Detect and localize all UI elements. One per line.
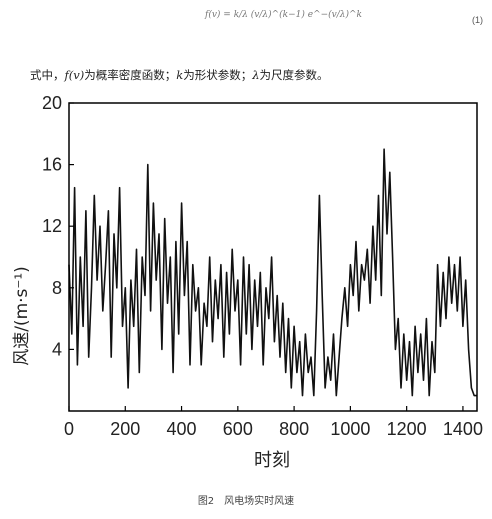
x-tick-label: 0 xyxy=(64,419,74,439)
paragraph-t3: 为尺度参数。 xyxy=(259,68,329,82)
x-tick-label: 1000 xyxy=(330,419,370,439)
formula-lhs: f(v) = xyxy=(205,10,231,20)
equation-number: (1) xyxy=(472,15,483,25)
x-tick-label: 600 xyxy=(223,419,253,439)
figure-caption: 图2 风电场实时风速 xyxy=(197,496,295,507)
y-axis-label: 风速/(m·s⁻¹) xyxy=(12,266,32,366)
x-axis-label: 时刻 xyxy=(254,450,290,471)
formula-rhs: k/λ (v/λ)^(k−1) e^−(v/λ)^k xyxy=(233,10,363,20)
y-tick-label: 4 xyxy=(52,339,62,359)
paragraph-prefix: 式中， xyxy=(30,68,65,82)
symbol-k: k xyxy=(176,68,184,82)
y-tick-label: 8 xyxy=(52,278,62,298)
paragraph-t1: 为概率密度函数； xyxy=(84,68,177,82)
wind-speed-chart: 0 200 400 600 800 1000 1200 1400 4 8 12 16 20 风速/(m·… xyxy=(12,93,483,471)
symbol-fv: f(v) xyxy=(64,68,85,82)
paragraph: 式中，f(v)为概率密度函数；k为形状参数；λ为尺度参数。 xyxy=(30,67,329,83)
y-tick-label: 20 xyxy=(42,93,62,113)
x-tick-label: 1400 xyxy=(443,419,483,439)
wind-speed-series-line xyxy=(68,148,477,397)
formula: f(v) = k/λ (v/λ)^(k−1) e^−(v/λ)^k xyxy=(205,10,362,20)
x-tick-label: 400 xyxy=(167,419,197,439)
x-tick-label: 200 xyxy=(110,419,140,439)
plot-frame xyxy=(68,102,478,412)
symbol-lambda: λ xyxy=(252,68,260,82)
paragraph-t2: 为形状参数； xyxy=(183,68,253,82)
plot-area: 0 200 400 600 800 1000 1200 1400 4 8 12 16 20 xyxy=(42,93,483,439)
y-tick-label: 12 xyxy=(42,216,62,236)
x-tick-label: 1200 xyxy=(387,419,427,439)
x-tick-label: 800 xyxy=(279,419,309,439)
y-tick-label: 16 xyxy=(42,155,62,175)
